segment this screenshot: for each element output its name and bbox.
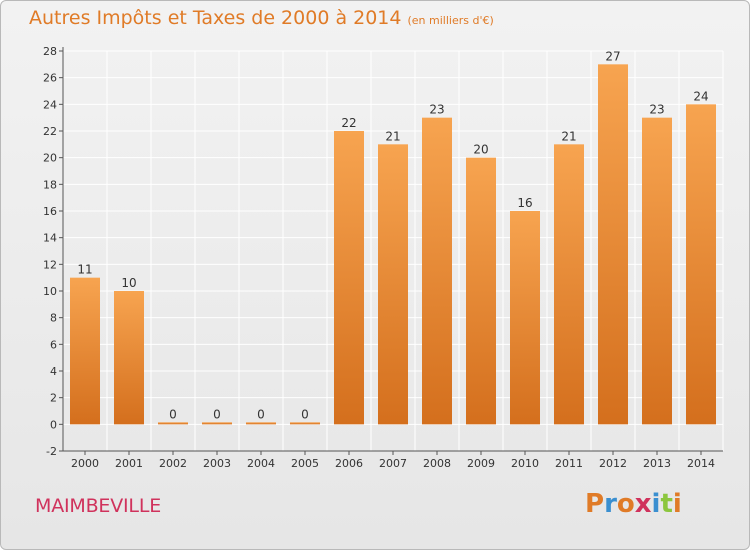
bar: [686, 104, 716, 425]
y-tick-label: 16: [43, 205, 57, 218]
data-label: 11: [77, 263, 92, 277]
x-tick-label: 2004: [247, 457, 275, 470]
x-tick-label: 2013: [643, 457, 671, 470]
y-tick-label: 24: [43, 98, 57, 111]
x-tick-label: 2010: [511, 457, 539, 470]
bar: [334, 131, 364, 425]
bar: [554, 144, 584, 425]
y-tick-label: 10: [43, 285, 57, 298]
y-tick-label: 22: [43, 125, 57, 138]
logo-letter: t: [660, 489, 673, 519]
y-tick-label: 28: [43, 45, 57, 58]
bar: [510, 211, 540, 425]
x-tick-label: 2008: [423, 457, 451, 470]
x-tick-label: 2005: [291, 457, 319, 470]
x-tick-label: 2000: [71, 457, 99, 470]
x-tick-label: 2009: [467, 457, 495, 470]
data-label: 23: [429, 103, 444, 117]
y-tick-label: 18: [43, 178, 57, 191]
x-tick-label: 2006: [335, 457, 363, 470]
x-tick-label: 2002: [159, 457, 187, 470]
data-label: 16: [517, 196, 532, 210]
y-tick-label: -2: [46, 445, 57, 458]
town-name: MAIMBEVILLE: [35, 495, 162, 517]
proxiti-logo: Proxiti: [585, 489, 682, 519]
logo-letter: x: [634, 489, 652, 519]
data-label: 22: [341, 116, 356, 130]
bar: [598, 64, 628, 425]
data-label: 0: [257, 407, 265, 421]
data-label: 27: [605, 49, 620, 63]
bar: [466, 157, 496, 425]
x-tick-label: 2007: [379, 457, 407, 470]
chart-title-text: Autres Impôts et Taxes de 2000 à 2014: [29, 7, 402, 29]
y-tick-label: 20: [43, 152, 57, 165]
bar: [378, 144, 408, 425]
data-label: 0: [301, 407, 309, 421]
bar: [290, 422, 320, 425]
data-label: 23: [649, 103, 664, 117]
x-tick-label: 2014: [687, 457, 715, 470]
bar: [202, 422, 232, 425]
y-tick-label: 4: [50, 365, 57, 378]
bar: [70, 277, 100, 425]
chart-unit: (en milliers d'€): [407, 14, 494, 27]
bar: [158, 422, 188, 425]
x-tick-label: 2012: [599, 457, 627, 470]
y-tick-label: 2: [50, 392, 57, 405]
logo-letter: i: [651, 489, 661, 519]
y-tick-label: 6: [50, 338, 57, 351]
y-tick-label: 14: [43, 232, 57, 245]
x-tick-label: 2011: [555, 457, 583, 470]
x-tick-label: 2003: [203, 457, 231, 470]
data-label: 10: [121, 276, 136, 290]
y-tick-label: 12: [43, 258, 57, 271]
logo-letter: P: [585, 489, 605, 519]
x-tick-label: 2001: [115, 457, 143, 470]
data-label: 21: [385, 129, 400, 143]
y-tick-label: 8: [50, 312, 57, 325]
y-tick-label: 26: [43, 72, 57, 85]
bar: [642, 117, 672, 425]
bar: [246, 422, 276, 425]
data-label: 21: [561, 129, 576, 143]
data-label: 0: [213, 407, 221, 421]
bar: [422, 117, 452, 425]
data-label: 20: [473, 143, 488, 157]
y-tick-label: 0: [50, 418, 57, 431]
logo-letter: r: [604, 489, 617, 519]
data-label: 24: [693, 89, 708, 103]
logo-letter: o: [616, 489, 635, 519]
bar: [114, 291, 144, 425]
logo-letter: i: [672, 489, 682, 519]
chart-title: Autres Impôts et Taxes de 2000 à 2014 (en…: [29, 7, 494, 29]
data-label: 0: [169, 407, 177, 421]
